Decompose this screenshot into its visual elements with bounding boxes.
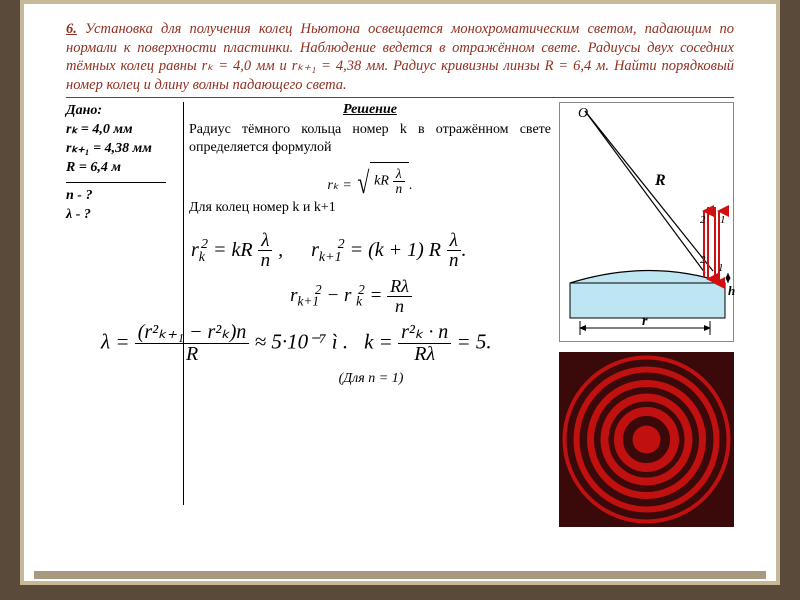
label-1a: 1 xyxy=(720,214,726,226)
formula-lambda: λ = (r²ₖ₊₁ − r²ₖ)nR ≈ 5·10⁻⁷ ì . xyxy=(101,322,348,365)
f1-bot: n xyxy=(392,182,405,196)
f5-lhs: k = xyxy=(364,330,393,354)
label-r: r xyxy=(642,314,648,329)
solution-title: Решение xyxy=(189,102,551,118)
f3-top: Rλ xyxy=(387,277,412,297)
page-content: 6. Установка для получения колец Ньютона… xyxy=(58,14,742,551)
formula-rk: rₖ = kR λn . xyxy=(327,162,412,197)
solution-p1: Радиус тёмного кольца номер k в отражённ… xyxy=(189,121,551,157)
radius-line-2 xyxy=(585,111,713,271)
formula-2a: rk2 = kR λn , xyxy=(191,231,283,272)
f4-bot: R xyxy=(183,344,201,365)
problem-rk1: rₖ₊₁ = 4,38 мм. xyxy=(292,58,389,74)
f5-top: r²ₖ · n xyxy=(398,322,451,344)
f2b-top: λ xyxy=(447,231,461,252)
given-block: Дано: rₖ = 4,0 мм rₖ₊₁ = 4,38 мм R = 6,4… xyxy=(66,102,181,224)
solution-block: Решение Радиус тёмного кольца номер k в … xyxy=(189,102,551,224)
given-l2: rₖ₊₁ = 4,38 мм xyxy=(66,140,175,159)
solution-p2: Для колец номер k и k+1 xyxy=(189,199,551,217)
label-h: h xyxy=(728,283,735,298)
radius-line-1 xyxy=(585,111,705,273)
label-R: R xyxy=(654,172,666,189)
formula-note: (Для n = 1) xyxy=(191,371,551,387)
f4-rhs: ≈ 5·10⁻⁷ ì . xyxy=(255,330,349,354)
glass-plate xyxy=(570,283,725,318)
f1-kr: kR xyxy=(374,174,389,189)
given-rule xyxy=(66,182,166,183)
lens-diagram: O R 2 1 2 1 xyxy=(559,102,734,342)
label-2b: 2 xyxy=(700,254,706,266)
newton-rings xyxy=(559,352,734,527)
label-1b: 1 xyxy=(718,262,724,274)
problem-number: 6. xyxy=(66,21,77,37)
given-divider xyxy=(183,102,184,504)
f4-top: (r²ₖ₊₁ − r²ₖ)n xyxy=(135,322,250,344)
f2a-top: λ xyxy=(258,231,272,252)
problem-t2: и xyxy=(280,58,292,74)
label-2a: 2 xyxy=(700,214,706,226)
f2a-bot: n xyxy=(258,251,274,271)
problem-rk: rₖ = 4,0 мм xyxy=(202,58,275,74)
problem-R: R = 6,4 м. xyxy=(545,58,609,74)
formula-k: k = r²ₖ · nRλ = 5. xyxy=(364,322,492,365)
given-q1: n - ? xyxy=(66,187,175,206)
f2b-bot: n xyxy=(446,251,462,271)
f1-lhs: rₖ = xyxy=(327,178,351,193)
f5-rhs: = 5. xyxy=(457,330,492,354)
given-q2: λ - ? xyxy=(66,206,175,225)
formula-area: rk2 = kR λn , rk+12 = (k + 1) R λn. rk+1… xyxy=(191,231,551,388)
given-l3: R = 6,4 м xyxy=(66,159,175,178)
f4-lhs: λ = xyxy=(101,330,130,354)
f1-top: λ xyxy=(393,167,405,182)
f3-bot: n xyxy=(392,297,407,316)
formula-2b: rk+12 = (k + 1) R λn. xyxy=(311,231,466,272)
given-l1: rₖ = 4,0 мм xyxy=(66,121,175,140)
f5-bot: Rλ xyxy=(411,344,438,365)
given-title: Дано: xyxy=(66,102,175,121)
frame-shadow xyxy=(34,571,766,579)
problem-statement: 6. Установка для получения колец Ньютона… xyxy=(66,20,734,98)
problem-t3: Радиус кривизны линзы xyxy=(393,58,544,74)
formula-3: rk+12 − r k2 = Rλn xyxy=(290,277,412,316)
label-O: O xyxy=(578,106,588,121)
